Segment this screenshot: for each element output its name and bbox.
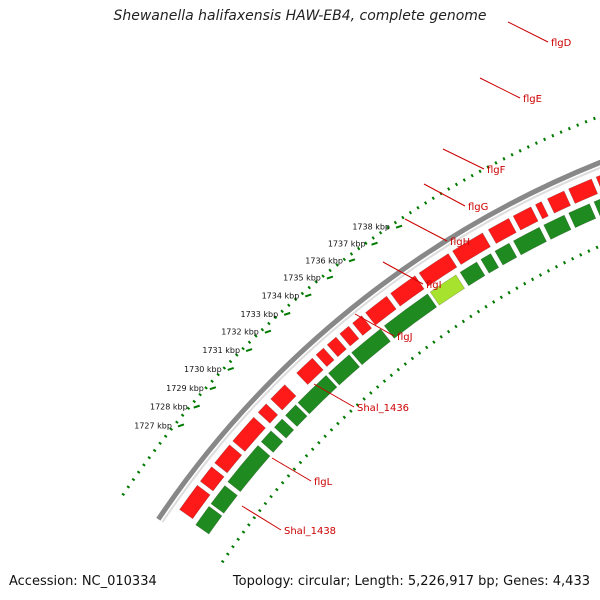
leader-line — [382, 261, 424, 285]
tick-label: 1735 kbp — [283, 274, 321, 283]
forward-gene-block — [270, 384, 297, 411]
gene-label: flgI — [426, 280, 442, 291]
forward-gene-block — [315, 347, 335, 368]
tick-mark — [193, 404, 201, 409]
leader-line — [271, 457, 312, 482]
tick-mark — [304, 293, 312, 298]
topology-label: Topology: circular; Length: 5,226,917 bp… — [232, 574, 590, 589]
forward-gene-block — [595, 175, 600, 188]
reverse-gene-block — [480, 253, 500, 274]
reverse-gene-block — [285, 404, 308, 427]
reverse-gene-block — [593, 198, 600, 217]
reverse-gene-block — [227, 445, 271, 493]
forward-gene-block — [365, 295, 397, 326]
backbone-highlight — [161, 166, 600, 523]
forward-gene-block — [512, 206, 539, 231]
tick-mark — [326, 275, 334, 280]
leader-line — [423, 183, 466, 207]
forward-gene-block — [232, 416, 266, 452]
tick-mark — [177, 423, 185, 428]
leader-line — [354, 313, 395, 337]
position-ticks: 1727 kbp 1728 kbp 1729 kbp 1730 kbp 1731 kbp… — [134, 223, 403, 430]
forward-gene-block — [214, 444, 243, 474]
tick-mark — [348, 258, 356, 263]
reverse-gene-block — [512, 226, 547, 256]
reverse-gene-block — [210, 485, 238, 514]
tick-mark — [264, 329, 272, 334]
reverse-gene-block — [494, 242, 518, 266]
reverse-gene-block — [383, 293, 438, 339]
gene-label: flgD — [551, 38, 572, 49]
reverse-gene-block — [273, 418, 295, 439]
forward-gene-block — [339, 325, 360, 347]
tick-mark — [227, 366, 235, 371]
forward-gene-block — [452, 232, 491, 265]
forward-gene-block — [546, 190, 572, 214]
genome-backbone — [156, 159, 600, 523]
leader-line — [313, 383, 355, 408]
tick-mark — [209, 386, 217, 391]
tick-label: 1733 kbp — [240, 310, 278, 319]
forward-gene-block — [179, 484, 211, 520]
reverse-gene-block — [543, 214, 572, 240]
tick-mark — [245, 348, 253, 353]
reverse-gene-block — [429, 274, 466, 306]
tick-label: 1736 kbp — [305, 256, 343, 265]
tick-label: 1728 kbp — [150, 403, 188, 412]
tick-label: 1732 kbp — [221, 328, 259, 337]
forward-gene-block — [352, 315, 373, 336]
tick-label: 1727 kbp — [134, 421, 172, 430]
gene-label: Shal_1436 — [357, 403, 409, 414]
forward-gene-block — [390, 275, 425, 307]
reverse-gene-block — [568, 203, 597, 228]
tick-mark — [395, 224, 403, 229]
gene-label: flgE — [523, 94, 542, 105]
tick-label: 1730 kbp — [184, 365, 222, 374]
forward-gene-block — [199, 466, 225, 492]
reverse-gene-block — [459, 261, 486, 287]
gene-label: flgL — [314, 477, 333, 488]
reverse-gene-block — [195, 505, 223, 535]
leader-line — [404, 218, 448, 242]
forward-gene-block — [326, 336, 347, 358]
inner-dotted-arc — [220, 244, 600, 564]
leader-line — [241, 505, 282, 531]
gene-label: Shal_1438 — [284, 526, 336, 537]
reverse-gene-block — [297, 375, 338, 415]
tick-label: 1729 kbp — [166, 384, 204, 393]
forward-gene-block — [296, 357, 324, 385]
map-title: Shewanella halifaxensis HAW-EB4, complet… — [113, 8, 487, 24]
forward-gene-block — [487, 217, 517, 244]
tick-label: 1738 kbp — [352, 223, 390, 232]
gene-label: flgF — [487, 165, 506, 176]
gene-label: flgH — [450, 237, 470, 248]
gene-label-leaders — [241, 21, 549, 531]
forward-gene-block — [257, 403, 279, 424]
tick-mark — [371, 241, 378, 246]
leader-line — [507, 21, 549, 43]
tick-mark — [283, 311, 291, 316]
reverse-gene-block — [260, 430, 284, 453]
tick-label: 1731 kbp — [202, 346, 240, 355]
forward-gene-block — [568, 178, 599, 204]
forward-gene-block — [534, 201, 549, 220]
reverse-gene-block — [351, 328, 391, 366]
forward-gene-block — [418, 253, 458, 287]
tick-label: 1737 kbp — [328, 240, 366, 249]
leader-line — [442, 148, 485, 170]
tick-label: 1734 kbp — [262, 291, 300, 300]
accession-label: Accession: NC_010334 — [9, 574, 157, 589]
reverse-gene-block — [328, 354, 361, 386]
backbone-arc — [156, 159, 600, 521]
reverse-strand-genes — [195, 198, 600, 535]
leader-line — [479, 77, 521, 99]
gene-label: flgJ — [397, 332, 413, 343]
inner-dotted-ring — [220, 244, 600, 564]
forward-strand-genes — [179, 175, 600, 520]
gene-label: flgG — [468, 202, 488, 213]
gene-labels: flgD flgE flgF flgG flgH flgI flgJ Shal_1436flg… — [284, 38, 572, 537]
